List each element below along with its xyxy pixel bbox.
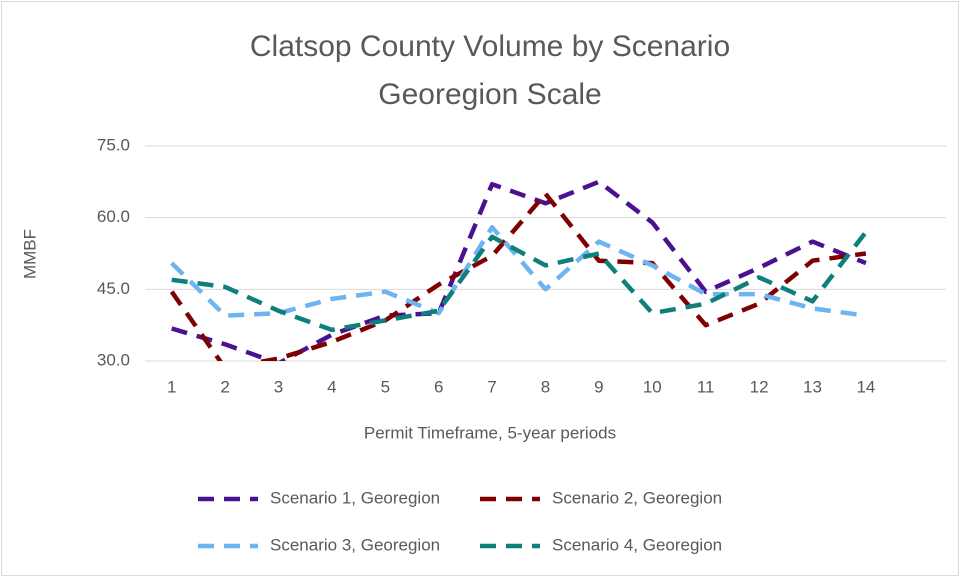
x-tick-label: 8 bbox=[541, 377, 550, 396]
x-axis-label: Permit Timeframe, 5-year periods bbox=[364, 423, 616, 442]
x-tick-label: 3 bbox=[274, 377, 283, 396]
legend-label: Scenario 1, Georegion bbox=[270, 488, 440, 507]
y-tick-label: 30.0 bbox=[97, 350, 130, 369]
series-line bbox=[169, 191, 867, 361]
series-line bbox=[171, 230, 868, 333]
x-tick-label: 12 bbox=[750, 377, 769, 396]
legend-label: Scenario 2, Georegion bbox=[552, 488, 722, 507]
y-tick-label: 60.0 bbox=[97, 207, 130, 226]
x-tick-label: 9 bbox=[594, 377, 603, 396]
x-tick-label: 13 bbox=[803, 377, 822, 396]
chart-title: Clatsop County Volume by Scenario bbox=[250, 30, 730, 63]
y-tick-label: 75.0 bbox=[97, 135, 130, 154]
plot-area bbox=[169, 179, 868, 361]
legend-label: Scenario 4, Georegion bbox=[552, 535, 722, 554]
x-tick-label: 11 bbox=[697, 377, 715, 396]
y-tick-label: 45.0 bbox=[97, 279, 130, 298]
series-line bbox=[170, 224, 867, 318]
chart-title: Georegion Scale bbox=[378, 78, 601, 111]
x-tick-label: 1 bbox=[167, 377, 176, 396]
x-tick-label: 14 bbox=[856, 377, 875, 396]
legend-label: Scenario 3, Georegion bbox=[270, 535, 440, 554]
x-tick-label: 5 bbox=[381, 377, 390, 396]
x-tick-label: 6 bbox=[434, 377, 443, 396]
series-line bbox=[171, 179, 867, 361]
x-tick-label: 4 bbox=[327, 377, 336, 396]
y-axis-label: MMBF bbox=[20, 229, 39, 279]
x-tick-label: 7 bbox=[487, 377, 496, 396]
x-tick-label: 10 bbox=[643, 377, 662, 396]
x-tick-label: 2 bbox=[220, 377, 229, 396]
